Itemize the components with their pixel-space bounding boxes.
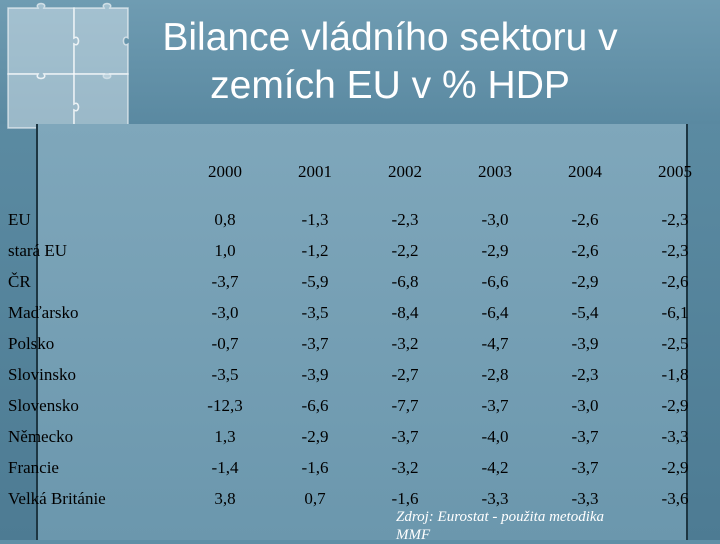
table-row: EU 0,8 -1,3 -2,3 -3,0 -2,6 -2,3 xyxy=(0,204,720,235)
value-cell: -3,0 xyxy=(571,395,599,415)
value-cell: -8,4 xyxy=(391,302,419,322)
year-header: 2002 xyxy=(388,162,422,181)
value-cell: -4,2 xyxy=(481,457,509,477)
value-cell: -6,8 xyxy=(391,271,419,291)
table-row: Polsko -0,7 -3,7 -3,2 -4,7 -3,9 -2,5 xyxy=(0,328,720,359)
value-cell: -4,7 xyxy=(481,333,509,353)
value-cell: -1,4 xyxy=(211,457,239,477)
table-row: stará EU 1,0 -1,2 -2,2 -2,9 -2,6 -2,3 xyxy=(0,235,720,266)
country-name: Německo xyxy=(8,426,74,446)
country-name: ČR xyxy=(8,271,31,291)
value-cell: -2,8 xyxy=(481,364,509,384)
table-row: Německo 1,3 -2,9 -3,7 -4,0 -3,7 -3,3 xyxy=(0,421,720,452)
value-cell: -2,9 xyxy=(661,457,689,477)
year-header: 2005 xyxy=(658,162,692,181)
value-cell: 1,3 xyxy=(214,426,236,446)
title-line-1: Bilance vládního sektoru v xyxy=(162,16,618,59)
country-name: Polsko xyxy=(8,333,55,353)
value-cell: -2,6 xyxy=(661,271,689,291)
value-cell: -3,7 xyxy=(571,426,599,446)
value-cell: -5,4 xyxy=(571,302,599,322)
country-name: Slovensko xyxy=(8,395,79,415)
value-cell: -3,7 xyxy=(481,395,509,415)
year-header: 2000 xyxy=(208,162,242,181)
country-name: Francie xyxy=(8,457,59,477)
value-cell: -1,6 xyxy=(301,457,329,477)
value-cell: 3,8 xyxy=(214,488,236,508)
value-cell: -3,7 xyxy=(391,426,419,446)
value-cell: -2,9 xyxy=(301,426,329,446)
value-cell: -2,3 xyxy=(661,240,689,260)
value-cell: -3,7 xyxy=(571,457,599,477)
value-cell: -6,6 xyxy=(301,395,329,415)
table-header-row: 2000 2001 2002 2003 2004 2005 xyxy=(0,140,720,204)
value-cell: -12,3 xyxy=(207,395,243,415)
budget-balance-table: 2000 2001 2002 2003 2004 2005 EU 0,8 -1,… xyxy=(0,140,720,514)
value-cell: -2,2 xyxy=(391,240,419,260)
year-header: 2004 xyxy=(568,162,602,181)
value-cell: -2,7 xyxy=(391,364,419,384)
value-cell: -3,2 xyxy=(391,333,419,353)
value-cell: -2,9 xyxy=(571,271,599,291)
value-cell: -3,3 xyxy=(481,488,509,508)
value-cell: -1,3 xyxy=(301,209,329,229)
title-line-2: zemích EU v % HDP xyxy=(210,64,570,107)
value-cell: -6,6 xyxy=(481,271,509,291)
slide-title: Bilance vládního sektoru v zemích EU v %… xyxy=(90,14,690,110)
value-cell: -3,0 xyxy=(211,302,239,322)
value-cell: 0,8 xyxy=(214,209,236,229)
value-cell: -3,9 xyxy=(571,333,599,353)
table-row: Slovensko -12,3 -6,6 -7,7 -3,7 -3,0 -2,9 xyxy=(0,390,720,421)
value-cell: -5,9 xyxy=(301,271,329,291)
value-cell: -2,6 xyxy=(571,209,599,229)
value-cell: -2,3 xyxy=(391,209,419,229)
value-cell: -1,2 xyxy=(301,240,329,260)
value-cell: -6,1 xyxy=(661,302,689,322)
country-name: Maďarsko xyxy=(8,302,79,322)
value-cell: -3,2 xyxy=(391,457,419,477)
value-cell: -3,9 xyxy=(301,364,329,384)
value-cell: -3,3 xyxy=(571,488,599,508)
header-corner-cell xyxy=(0,140,180,204)
source-line-1: Zdroj: Eurostat - použita metodika xyxy=(396,509,605,525)
value-cell: -4,0 xyxy=(481,426,509,446)
table-row: Francie -1,4 -1,6 -3,2 -4,2 -3,7 -2,9 xyxy=(0,452,720,483)
value-cell: -2,3 xyxy=(571,364,599,384)
country-name: EU xyxy=(8,209,31,229)
value-cell: -6,4 xyxy=(481,302,509,322)
value-cell: -1,8 xyxy=(661,364,689,384)
table-row: Slovinsko -3,5 -3,9 -2,7 -2,8 -2,3 -1,8 xyxy=(0,359,720,390)
value-cell: -3,6 xyxy=(661,488,689,508)
puzzle-icon xyxy=(7,2,129,129)
country-name: stará EU xyxy=(8,240,68,260)
value-cell: 1,0 xyxy=(214,240,236,260)
country-name: Velká Británie xyxy=(8,488,106,508)
value-cell: -3,7 xyxy=(211,271,239,291)
country-name: Slovinsko xyxy=(8,364,77,384)
value-cell: -3,3 xyxy=(661,426,689,446)
value-cell: -2,3 xyxy=(661,209,689,229)
value-cell: -3,5 xyxy=(301,302,329,322)
table-panel xyxy=(36,124,688,540)
source-line-2: MMF xyxy=(396,527,431,543)
table-row: Velká Británie 3,8 0,7 -1,6 -3,3 -3,3 -3… xyxy=(0,483,720,514)
value-cell: -1,6 xyxy=(391,488,419,508)
value-cell: -7,7 xyxy=(391,395,419,415)
year-header: 2003 xyxy=(478,162,512,181)
table-row: Maďarsko -3,0 -3,5 -8,4 -6,4 -5,4 -6,1 xyxy=(0,297,720,328)
table-row: ČR -3,7 -5,9 -6,8 -6,6 -2,9 -2,6 xyxy=(0,266,720,297)
value-cell: -2,9 xyxy=(481,240,509,260)
value-cell: -3,0 xyxy=(481,209,509,229)
value-cell: 0,7 xyxy=(304,488,326,508)
value-cell: -2,6 xyxy=(571,240,599,260)
value-cell: -2,9 xyxy=(661,395,689,415)
value-cell: -3,5 xyxy=(211,364,239,384)
value-cell: -0,7 xyxy=(211,333,239,353)
value-cell: -2,5 xyxy=(661,333,689,353)
year-header: 2001 xyxy=(298,162,332,181)
source-note: Zdroj: Eurostat - použita metodika MMF xyxy=(396,508,696,544)
value-cell: -3,7 xyxy=(301,333,329,353)
